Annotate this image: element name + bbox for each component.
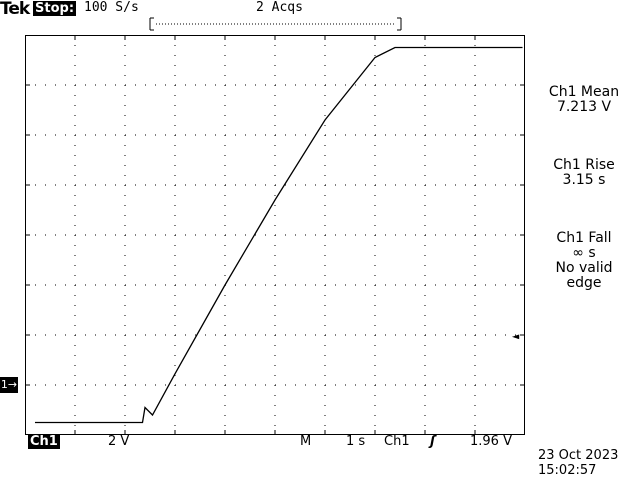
measurement-value: ∞ s [572, 245, 596, 261]
record-position-indicator [149, 17, 402, 31]
trigger-level-readout: 1.96 V [470, 434, 512, 449]
ch1-ground-marker: 1→ [0, 377, 18, 393]
measurement-title: Ch1 Rise [553, 157, 615, 173]
measurement-ch1-rise: Ch1 Rise 3.15 s [530, 158, 638, 188]
measurement-value: 3.15 s [562, 172, 606, 188]
timestamp: 23 Oct 2023 15:02:57 [538, 448, 618, 478]
date-readout: 23 Oct 2023 [538, 448, 619, 463]
graticule [25, 35, 525, 435]
measurement-value: 7.213 V [556, 99, 612, 115]
volts-per-div-readout: 2 V [108, 434, 130, 449]
brand-logo: Tek [0, 0, 30, 19]
channel-badge: Ch1 [28, 434, 60, 449]
time-readout: 15:02:57 [538, 463, 597, 478]
trigger-level-arrow-icon: ◄ [512, 329, 520, 343]
timebase-label: M [300, 434, 312, 449]
measurement-ch1-mean: Ch1 Mean 7.213 V [530, 85, 638, 115]
trigger-source-readout: Ch1 [384, 434, 410, 449]
time-per-div-readout: 1 s [346, 434, 366, 449]
measurement-title: Ch1 Mean [548, 84, 620, 100]
acquisition-count: 2 Acqs [256, 0, 303, 15]
waveform-display [25, 35, 525, 435]
acquisition-status-badge: Stop: [33, 1, 77, 16]
measurement-title: Ch1 Fall [556, 230, 612, 246]
sample-rate-readout: 100 S/s [84, 0, 139, 15]
measurement-note: No valid edge [555, 260, 613, 291]
ch1-waveform-trace [35, 46, 523, 424]
measurement-ch1-fall: Ch1 Fall ∞ s No valid edge [530, 231, 638, 291]
trigger-slope-icon: ʃ [430, 434, 436, 449]
